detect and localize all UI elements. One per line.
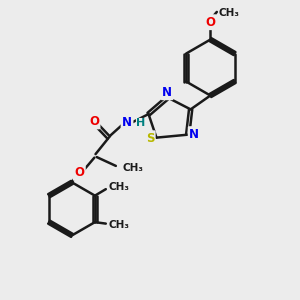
Text: CH₃: CH₃ bbox=[109, 182, 130, 192]
Text: CH₃: CH₃ bbox=[109, 220, 130, 230]
Text: N: N bbox=[162, 86, 172, 99]
Text: CH₃: CH₃ bbox=[219, 8, 240, 18]
Text: O: O bbox=[74, 167, 84, 179]
Text: O: O bbox=[206, 16, 215, 29]
Text: N: N bbox=[189, 128, 199, 141]
Text: CH₃: CH₃ bbox=[122, 163, 143, 173]
Text: O: O bbox=[89, 115, 99, 128]
Text: N: N bbox=[122, 116, 132, 129]
Text: H: H bbox=[136, 118, 146, 128]
Text: S: S bbox=[146, 132, 154, 145]
